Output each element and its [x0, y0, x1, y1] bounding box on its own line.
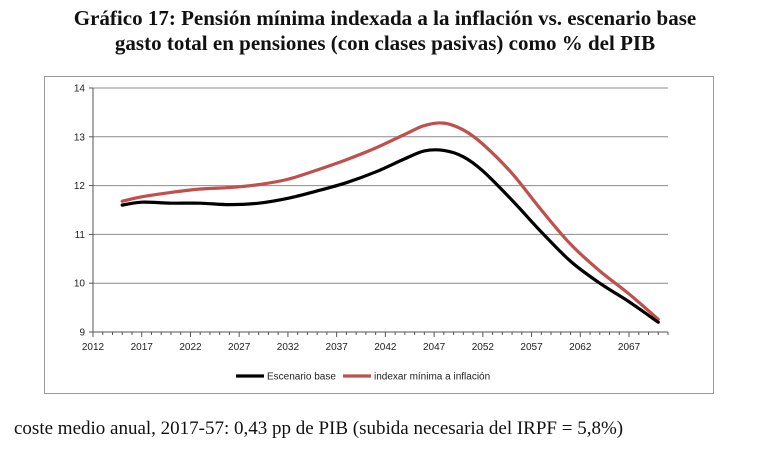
x-tick-label-2047: 2047 [423, 342, 446, 353]
x-tick-label-2042: 2042 [374, 342, 397, 353]
line-chart: 9 10 11 12 13 14 2012 2017 2022 2027 2032 2037 2042 2… [74, 84, 669, 383]
series-line-indexar-minima [120, 121, 660, 321]
x-tick-label-2032: 2032 [277, 342, 300, 353]
x-tick-label-2062: 2062 [569, 342, 592, 353]
gridlines [93, 87, 668, 333]
series-lines [120, 121, 660, 324]
y-tick-label-12: 12 [74, 181, 86, 192]
x-tick-label-2027: 2027 [228, 342, 251, 353]
chart-frame [44, 76, 714, 394]
chart-title-line-1: Gráfico 17: Pensión mínima indexada a la… [73, 6, 697, 30]
series-line-escenario-base [120, 148, 660, 324]
y-tick-label-11: 11 [75, 230, 86, 241]
y-tick-label-13: 13 [74, 132, 86, 143]
x-tick-label-2037: 2037 [326, 342, 349, 353]
x-tick-label-2012: 2012 [82, 342, 105, 353]
y-tick-label-10: 10 [74, 279, 86, 290]
axes: 9 10 11 12 13 14 2012 2017 2022 2027 2032 2037 2042 2… [74, 84, 669, 353]
footnote: coste medio anual, 2017-57: 0,43 pp de P… [14, 418, 624, 439]
legend-label-escenario-base: Escenario base [267, 372, 336, 383]
x-tick-label-2017: 2017 [131, 342, 154, 353]
y-tick-label-9: 9 [79, 328, 85, 339]
x-tick-label-2052: 2052 [472, 342, 495, 353]
x-tick-label-2067: 2067 [618, 342, 641, 353]
y-tick-label-14: 14 [74, 84, 86, 95]
legend: Escenario base indexar mínima a inflación [236, 372, 490, 383]
x-tick-label-2022: 2022 [179, 342, 202, 353]
chart-title-line-2: gasto total en pensiones (con clases pas… [114, 31, 656, 55]
legend-label-indexar-minima: indexar mínima a inflación [374, 372, 490, 383]
x-tick-label-2057: 2057 [520, 342, 543, 353]
